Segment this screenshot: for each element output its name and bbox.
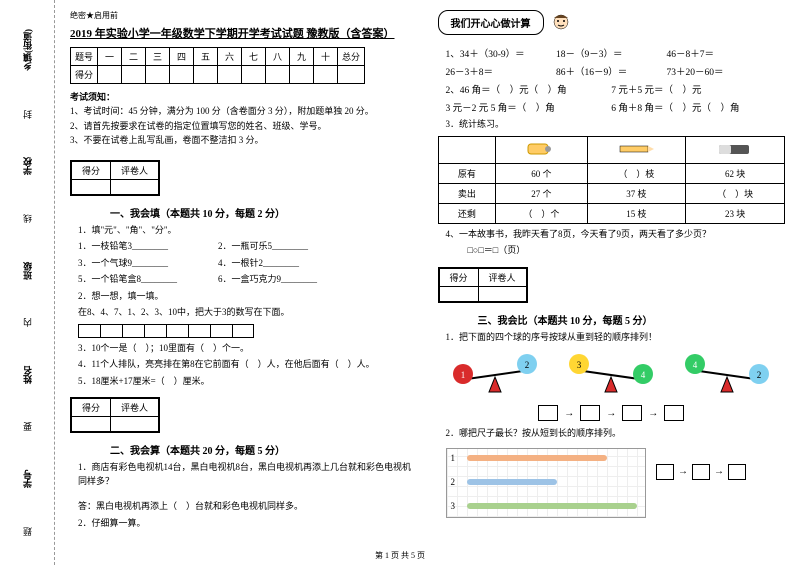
- instruction-3: 3、不要在试卷上乱写乱画，卷面不整洁扣 3 分。: [70, 135, 264, 145]
- margin-banji: 班级: [21, 262, 34, 280]
- left-column: 绝密★启用前 2019 年实验小学一年级数学下学期开学考试试题 豫教版（含答案）…: [70, 10, 418, 560]
- svg-text:2: 2: [757, 370, 762, 380]
- s3-q2: 2．哪把尺子最长？按从短到长的顺序排列。: [446, 427, 786, 441]
- svg-text:4: 4: [641, 370, 646, 380]
- calc-row-1: 1、34＋（30-9）＝18－（9－3）＝46－8＋7＝: [446, 46, 778, 60]
- stat-table: 原有60 个（ ）枝62 块 卖出27 个37 枝（ ）块 还剩（ ）个15 枝…: [438, 136, 786, 224]
- calc-row-3: 2、46 角＝（ ）元（ ）角7 元＋5 元＝（ ）元: [446, 82, 778, 96]
- rope-3: [467, 503, 637, 509]
- margin-side-3: 内: [21, 318, 34, 327]
- s1-q2: 2．想一想，填一填。: [78, 290, 418, 304]
- answer-boxes-1: [78, 324, 410, 338]
- exam-title: 2019 年实验小学一年级数学下学期开学考试试题 豫教版（含答案）: [70, 25, 418, 41]
- s2-q3: 3．统计练习。: [446, 118, 786, 132]
- s1-q3c: 5．18厘米+17厘米=（ ）厘米。: [78, 375, 418, 389]
- s1-q3a: 3．10个一是（ ）；10里面有（ ）个一。: [78, 342, 418, 356]
- pencil-icon: [616, 140, 656, 158]
- calc-row-2: 26－3＋8＝86＋（16－9）＝73＋20－60＝: [446, 64, 778, 78]
- instructions: 考试须知： 1、考试时间：45 分钟，满分为 100 分（含卷面分 3 分），附…: [70, 90, 418, 148]
- margin-xuexiao: 学校: [21, 157, 34, 175]
- s2-q1-ans: 答：黑白电视机再添上（ ）台就和彩色电视机同样多。: [78, 500, 418, 514]
- cartoon-icon: [546, 10, 576, 40]
- section1-scorebox: 得分评卷人: [70, 160, 160, 196]
- section3-title: 三、我会比（本题共 10 分，每题 5 分）: [478, 312, 786, 327]
- balance-scales: 1 2 3 4 4 2: [438, 352, 786, 397]
- margin-xiangzhen: 乡镇(街道): [21, 29, 34, 71]
- instructions-heading: 考试须知：: [70, 92, 115, 102]
- svg-text:3: 3: [577, 360, 582, 370]
- ball-order-boxes: →→→: [438, 405, 786, 421]
- margin-side-2: 线: [21, 214, 34, 223]
- s2-q4-eq: □○□＝□（页）: [468, 244, 786, 258]
- s2-q2: 2．仔细算一算。: [78, 517, 418, 531]
- s1-q2a: 在8、4、7、1、2、3、10中，把大于3的数写在下面。: [78, 306, 418, 320]
- s2-q4: 4、一本故事书，我昨天看了8页，今天看了9页，两天看了多少页？: [446, 228, 786, 242]
- rope-order-boxes: →→: [656, 464, 746, 480]
- score-table: 题号一二三四五六七八九十总分 得分: [70, 47, 365, 84]
- margin-side-4: 要: [21, 422, 34, 431]
- calc-row-4: 3 元－2 元 5 角＝（ ）角6 角＋8 角＝（ ）元（ ）角: [446, 100, 778, 114]
- scale-1: 1 2: [445, 352, 545, 397]
- section3-scorebox: 得分评卷人: [438, 267, 528, 303]
- margin-xuehao: 学号: [21, 470, 34, 488]
- confidential-label: 绝密★启用前: [70, 10, 418, 21]
- s1-q1-row2: 3．一个气球9________4．一根针2________: [78, 257, 418, 271]
- scale-2: 3 4: [561, 352, 661, 397]
- rope-2: [467, 479, 557, 485]
- sharpener-icon: [526, 140, 556, 158]
- svg-text:2: 2: [525, 360, 530, 370]
- section2-title: 二、我会算（本题共 20 分，每题 5 分）: [110, 442, 418, 457]
- margin-side-5: 题: [21, 527, 34, 536]
- margin-xingming: 姓名: [21, 366, 34, 384]
- margin-side-1: 封: [21, 110, 34, 119]
- s1-q1-row3: 5．一个铅笔盒8________6．一盒巧克力9________: [78, 273, 418, 287]
- page-footer: 第 1 页 共 5 页: [0, 550, 800, 561]
- section1-title: 一、我会填（本题共 10 分，每题 2 分）: [110, 205, 418, 220]
- svg-text:4: 4: [693, 360, 698, 370]
- s2-q1: 1．商店有彩色电视机14台，黑白电视机8台，黑白电视机再添上几台就和彩色电视机同…: [78, 461, 418, 488]
- right-column: 我们开心心做计算 1、34＋（30-9）＝18－（9－3）＝46－8＋7＝ 26…: [438, 10, 786, 560]
- rope-grid: 1 2 3: [446, 448, 646, 518]
- s1-q1-row1: 1．一枝铅笔3________2．一瓶可乐5________: [78, 240, 418, 254]
- svg-text:1: 1: [461, 370, 466, 380]
- binding-margin: 乡镇(街道) 封 学校 线 班级 内 姓名 要 学号 题: [0, 0, 55, 565]
- instruction-1: 1、考试时间：45 分钟，满分为 100 分（含卷面分 3 分），附加题单独 2…: [70, 106, 374, 116]
- section2-scorebox: 得分评卷人: [70, 397, 160, 433]
- s1-q1: 1．填"元"、"角"、"分"。: [78, 224, 418, 238]
- rope-1: [467, 455, 607, 461]
- instruction-2: 2、请首先按要求在试卷的指定位置填写您的姓名、班级、学号。: [70, 121, 327, 131]
- scale-3: 4 2: [677, 352, 777, 397]
- speech-bubble: 我们开心心做计算: [438, 10, 544, 35]
- s1-q3b: 4．11个人排队，亮亮排在第8在它前面有（ ）人，在他后面有（ ）人。: [78, 358, 418, 372]
- s3-q1: 1．把下面的四个球的序号按球从重到轻的顺序排列！: [446, 331, 786, 345]
- eraser-icon: [715, 140, 755, 158]
